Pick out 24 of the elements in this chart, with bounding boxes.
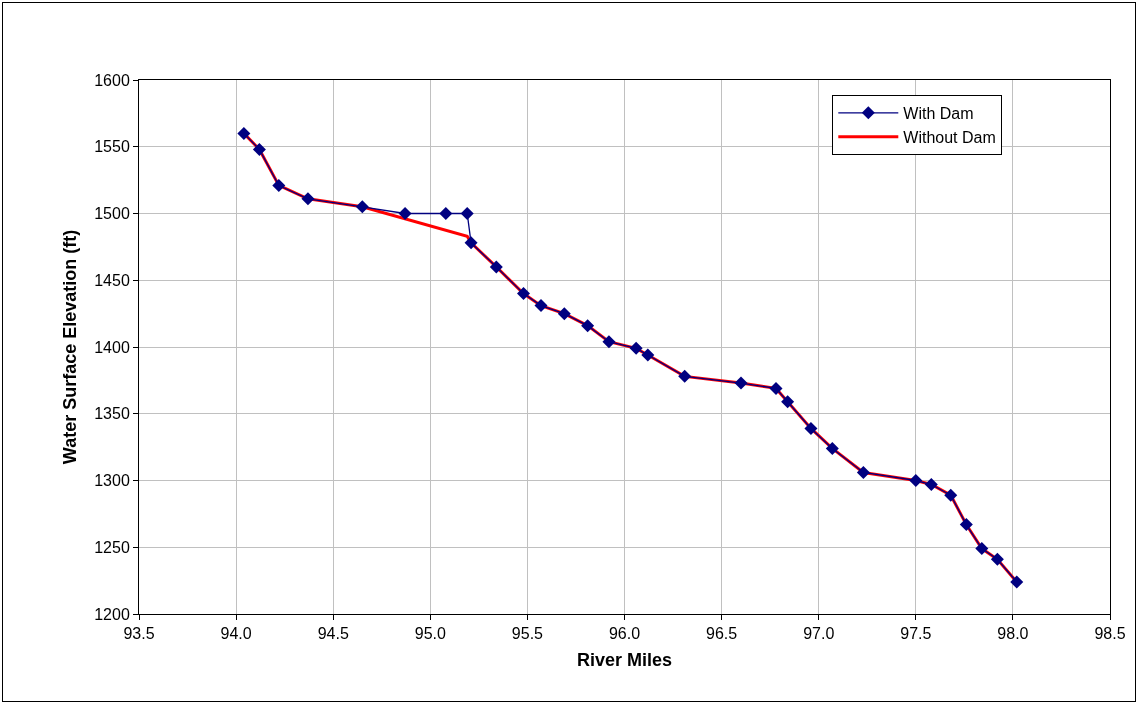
x-tick-label: 93.5 — [123, 625, 155, 643]
x-tick-label: 96.5 — [706, 625, 738, 643]
y-tick-label: 1350 — [94, 405, 130, 423]
legend-label: With Dam — [903, 105, 974, 123]
x-tick-label: 95.0 — [414, 625, 446, 643]
x-tick-label: 98.5 — [1094, 625, 1126, 643]
y-tick-label: 1500 — [94, 205, 130, 223]
x-tick-label: 94.5 — [317, 625, 349, 643]
y-tick-label: 1400 — [94, 338, 130, 356]
x-axis-title: River Miles — [576, 650, 673, 671]
y-axis-title: Water Surface Elevation (ft) — [60, 229, 81, 465]
x-tick-label: 95.5 — [511, 625, 544, 643]
y-tick-label: 1550 — [94, 138, 130, 156]
x-tick-label: 97.5 — [900, 625, 932, 643]
y-tick-label: 1200 — [94, 605, 130, 623]
legend-label: Without Dam — [903, 128, 996, 146]
x-tick-label: 97.0 — [803, 625, 835, 643]
y-tick-label: 1300 — [94, 472, 130, 490]
y-tick-label: 1250 — [94, 538, 130, 556]
x-tick-label: 96.0 — [608, 625, 641, 643]
y-tick-label: 1450 — [94, 271, 130, 289]
x-tick-label: 98.0 — [997, 625, 1029, 643]
y-tick-label: 1600 — [94, 71, 130, 89]
x-tick-label: 94.0 — [220, 625, 252, 643]
